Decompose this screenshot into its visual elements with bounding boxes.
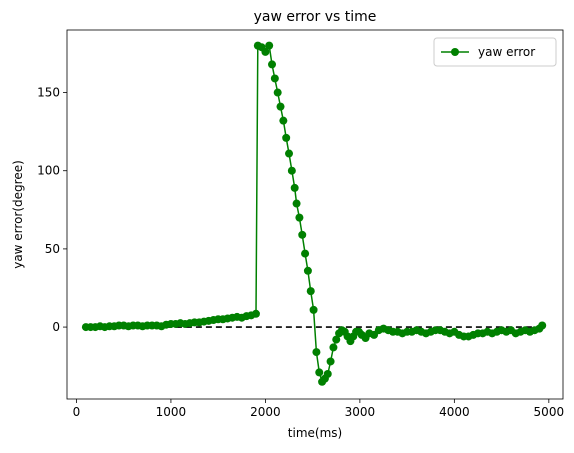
yaw-error-data-point: [307, 287, 315, 295]
yaw-error-data-point: [295, 214, 303, 222]
yaw-error-data-point: [312, 348, 320, 356]
legend-label: yaw error: [478, 45, 535, 59]
y-tick-label: 0: [52, 320, 60, 334]
yaw-error-data-point: [277, 103, 285, 111]
yaw-error-data-point: [271, 74, 279, 82]
y-axis-label: yaw error(degree): [11, 160, 25, 269]
yaw-error-data-point: [268, 60, 276, 68]
x-axis-label: time(ms): [288, 426, 342, 440]
yaw-error-data-point: [293, 200, 301, 208]
yaw-error-data-point: [329, 343, 337, 351]
yaw-error-data-point: [304, 267, 312, 275]
x-tick-label: 3000: [345, 405, 376, 419]
x-tick-label: 2000: [250, 405, 281, 419]
chart-title: yaw error vs time: [254, 9, 377, 25]
yaw-error-data-point: [301, 250, 309, 258]
yaw-error-data-point: [265, 42, 273, 50]
x-tick-label: 4000: [439, 405, 470, 419]
yaw-error-data-point: [285, 150, 293, 158]
y-tick-label: 150: [37, 86, 60, 100]
yaw-error-data-point: [315, 368, 323, 376]
yaw-error-data-point: [538, 322, 546, 330]
yaw-error-data-point: [288, 167, 296, 175]
yaw-error-data-point: [291, 184, 299, 192]
x-tick-label: 1000: [156, 405, 187, 419]
x-tick-label: 5000: [534, 405, 565, 419]
yaw-error-data-point: [274, 89, 282, 97]
yaw-error-data-point: [282, 134, 290, 142]
yaw-error-data-point: [324, 370, 332, 378]
yaw-error-data-point: [252, 310, 260, 318]
yaw-error-data-point: [298, 231, 306, 239]
yaw-error-data-point: [310, 306, 318, 314]
yaw-error-data-point: [279, 117, 287, 125]
y-tick-label: 50: [45, 242, 60, 256]
x-tick-label: 0: [73, 405, 81, 419]
legend: yaw error: [434, 38, 556, 66]
legend-marker-swatch: [451, 48, 459, 56]
yaw-error-data-point: [327, 357, 335, 365]
y-tick-label: 100: [37, 164, 60, 178]
